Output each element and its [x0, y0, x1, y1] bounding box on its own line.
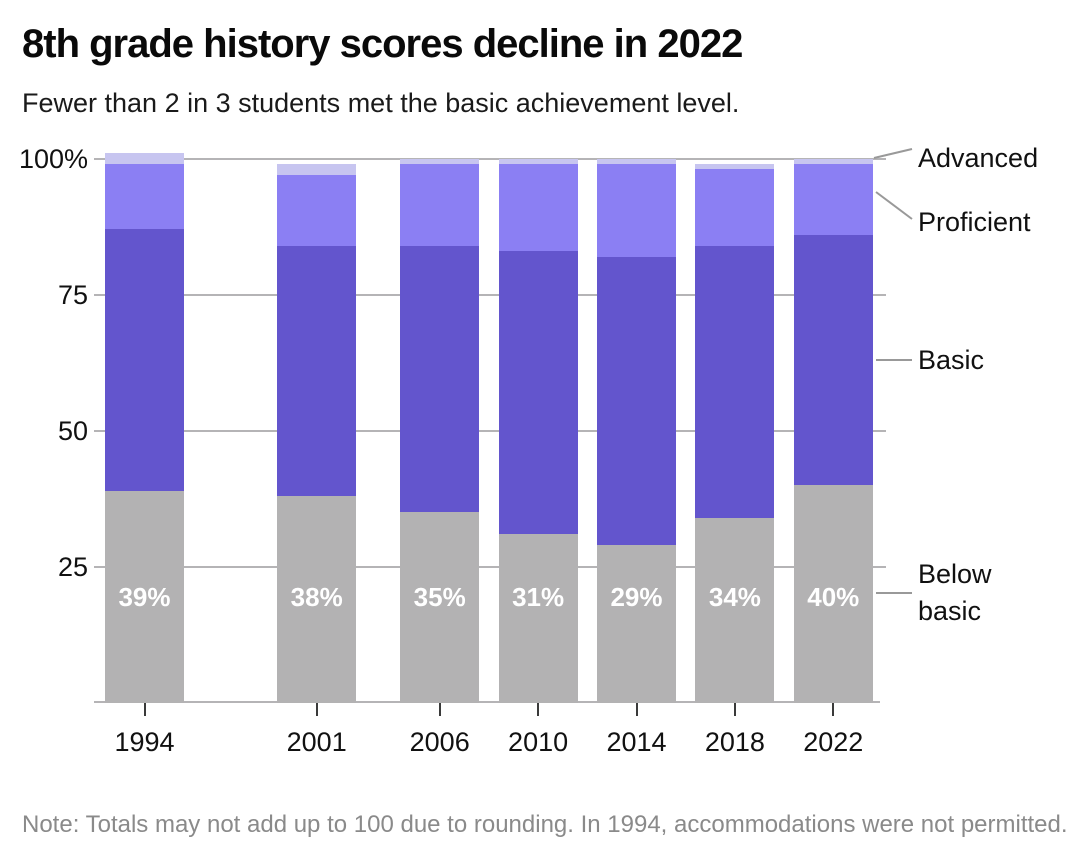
page-title: 8th grade history scores decline in 2022 — [22, 22, 743, 66]
x-tick-2006 — [438, 703, 441, 716]
x-axis-line — [94, 701, 880, 703]
legend-label-proficient: Proficient — [918, 207, 1031, 237]
bar-segment-below-basic-2014 — [597, 545, 676, 703]
x-axis-label-2001: 2001 — [286, 727, 347, 757]
bar-segment-advanced-2010 — [498, 158, 578, 164]
bar-segment-advanced-2006 — [400, 158, 480, 164]
bar-segment-proficient-2006 — [400, 163, 480, 246]
x-tick-1994 — [143, 703, 146, 716]
bar-segment-basic-1994 — [105, 229, 184, 491]
bar-value-label-2006: 35% — [413, 582, 466, 612]
bar-segment-proficient-2010 — [498, 163, 578, 252]
bar-value-label-2018: 34% — [708, 582, 761, 612]
bar-segment-proficient-1994 — [105, 163, 184, 230]
bar-segment-advanced-2018 — [695, 163, 775, 170]
bar-segment-below-basic-2010 — [498, 534, 578, 703]
x-tick-2018 — [733, 703, 736, 716]
y-axis-label-100: 100% — [18, 143, 88, 174]
y-axis-label-50: 50 — [57, 415, 88, 446]
x-tick-2014 — [635, 703, 638, 716]
bar-value-label-1994: 39% — [118, 582, 171, 612]
x-axis-label-2014: 2014 — [606, 727, 667, 757]
bar-segment-basic-2018 — [695, 245, 775, 518]
bar-value-label-2001: 38% — [290, 582, 343, 612]
bar-segment-basic-2010 — [498, 251, 578, 535]
bar-segment-proficient-2018 — [695, 169, 775, 246]
y-axis-label-75: 75 — [57, 279, 88, 310]
bar-segment-below-basic-2022 — [793, 485, 873, 703]
x-tick-2010 — [537, 703, 540, 716]
bar-segment-below-basic-1994 — [105, 490, 184, 703]
legend-label-basic: Basic — [918, 345, 985, 375]
legend-label-advanced: Advanced — [918, 143, 1039, 173]
bar-segment-proficient-2001 — [277, 174, 357, 246]
chart-subtitle: Fewer than 2 in 3 students met the basic… — [22, 88, 740, 118]
bar-segment-proficient-2022 — [793, 163, 873, 235]
bar-value-label-2014: 29% — [610, 582, 663, 612]
bar-segment-advanced-2014 — [597, 158, 676, 164]
legend-label-below-basic: Below basic — [918, 559, 992, 626]
x-axis-label-2006: 2006 — [409, 727, 470, 757]
bar-segment-basic-2006 — [400, 245, 480, 513]
bar-segment-proficient-2014 — [597, 163, 676, 257]
bar-segment-below-basic-2001 — [277, 496, 357, 703]
x-tick-2022 — [832, 703, 835, 716]
bar-segment-advanced-2022 — [793, 158, 873, 164]
gridline-50 — [94, 429, 886, 432]
bar-segment-advanced-2001 — [277, 163, 357, 175]
bar-segment-basic-2022 — [793, 234, 873, 486]
x-axis-label-2022: 2022 — [803, 727, 864, 757]
footnote: Note: Totals may not add up to 100 due t… — [22, 811, 1068, 838]
gridline-75 — [94, 293, 886, 296]
bar-value-label-2010: 31% — [512, 582, 565, 612]
bar-segment-basic-2014 — [597, 256, 676, 546]
gridline-100 — [94, 157, 886, 160]
x-axis-label-2018: 2018 — [704, 727, 765, 757]
x-axis-label-2010: 2010 — [508, 727, 569, 757]
x-axis-label-1994: 1994 — [114, 727, 175, 757]
x-tick-2001 — [315, 703, 318, 716]
bar-value-label-2022: 40% — [807, 582, 860, 612]
bar-segment-below-basic-2006 — [400, 512, 480, 703]
bar-segment-basic-2001 — [277, 245, 357, 497]
y-axis-label-25: 25 — [57, 551, 88, 582]
bar-segment-below-basic-2018 — [695, 517, 775, 703]
gridline-25 — [94, 565, 886, 568]
bar-segment-advanced-1994 — [105, 153, 184, 164]
